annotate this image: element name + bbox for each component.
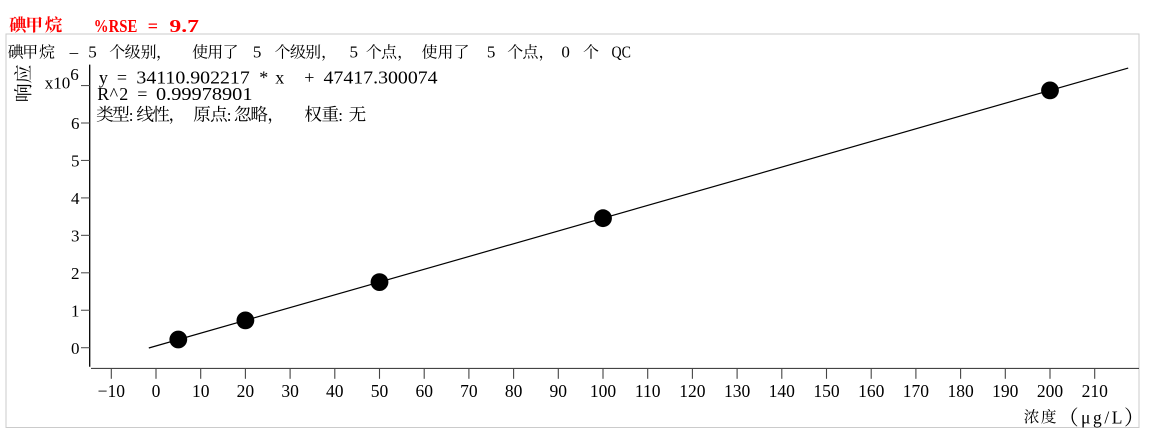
svg-text:50: 50	[371, 381, 389, 401]
svg-text:=: =	[137, 84, 147, 104]
svg-text:QC: QC	[612, 43, 631, 62]
svg-text:=: =	[117, 68, 127, 88]
svg-text:5: 5	[350, 43, 359, 62]
svg-text:1: 1	[71, 301, 80, 320]
svg-text:170: 170	[903, 381, 930, 401]
svg-text:6: 6	[71, 114, 80, 133]
svg-text:R: R	[97, 84, 109, 104]
svg-text:5: 5	[88, 43, 97, 62]
svg-text:*: *	[259, 68, 268, 88]
svg-text:0: 0	[152, 381, 161, 401]
svg-text:140: 140	[769, 381, 796, 401]
svg-text:%RSE: %RSE	[94, 16, 138, 36]
svg-text:9.7: 9.7	[169, 16, 199, 36]
svg-text::: :	[338, 106, 343, 125]
svg-text:10: 10	[192, 381, 210, 401]
svg-text:6: 6	[70, 65, 79, 84]
svg-text:100: 100	[590, 381, 617, 401]
svg-text:70: 70	[460, 381, 478, 401]
svg-text:3: 3	[71, 227, 80, 246]
svg-text:150: 150	[813, 381, 840, 401]
svg-text:+: +	[304, 68, 314, 88]
svg-text:47417.300074: 47417.300074	[324, 68, 438, 88]
svg-text:130: 130	[724, 381, 751, 401]
svg-text:120: 120	[679, 381, 706, 401]
svg-text:34110.902217: 34110.902217	[136, 68, 249, 88]
svg-text:90: 90	[550, 381, 568, 401]
svg-text:4: 4	[71, 189, 80, 208]
svg-text::: :	[129, 106, 134, 125]
svg-text:190: 190	[992, 381, 1019, 401]
svg-text:2: 2	[71, 264, 80, 283]
svg-text:−10: −10	[98, 381, 126, 401]
svg-text:5: 5	[71, 152, 80, 171]
svg-text:5: 5	[253, 43, 262, 62]
svg-text:0.99978901: 0.99978901	[156, 84, 253, 104]
svg-text:5: 5	[487, 43, 496, 62]
svg-text:0: 0	[561, 43, 570, 62]
svg-text:160: 160	[858, 381, 885, 401]
svg-text:40: 40	[326, 381, 344, 401]
svg-text:210: 210	[1082, 381, 1109, 401]
svg-text:x: x	[275, 68, 284, 88]
svg-text:–: –	[69, 43, 79, 62]
svg-text:60: 60	[415, 381, 433, 401]
svg-text:2: 2	[119, 84, 128, 104]
svg-text:200: 200	[1037, 381, 1064, 401]
svg-text:20: 20	[237, 381, 255, 401]
svg-text:110: 110	[635, 381, 661, 401]
svg-text:80: 80	[505, 381, 523, 401]
svg-text:=: =	[148, 16, 158, 36]
svg-text:x10: x10	[45, 74, 70, 93]
svg-text:0: 0	[71, 339, 80, 358]
svg-text:^: ^	[110, 84, 119, 104]
svg-text::: :	[227, 106, 232, 125]
svg-text:180: 180	[947, 381, 974, 401]
svg-text:30: 30	[281, 381, 299, 401]
svg-text:y: y	[99, 68, 108, 88]
